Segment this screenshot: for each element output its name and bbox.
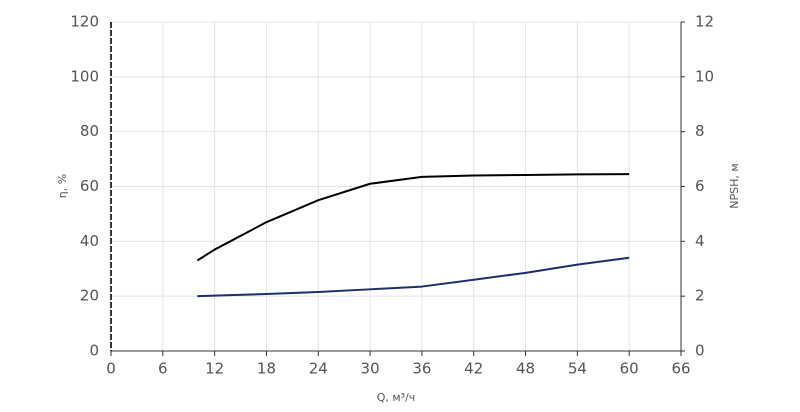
y2-tick-label: 8 (695, 122, 705, 140)
y2-tick-label: 6 (695, 177, 705, 195)
series-line (197, 256, 630, 298)
y2-tick-label: 2 (695, 287, 705, 305)
y-tick-label: 120 (70, 13, 99, 31)
y-tick-label: 40 (80, 232, 99, 250)
y-tick-label: 80 (80, 122, 99, 140)
x-tick-label: 42 (464, 360, 483, 378)
y-axis-title: η, % (56, 174, 69, 198)
x-tick-label: 12 (205, 360, 224, 378)
x-tick-label: 36 (412, 360, 431, 378)
x-tick-label: 66 (671, 360, 690, 378)
x-tick-label: 48 (516, 360, 535, 378)
y2-tick-label: 0 (695, 342, 705, 360)
y2-tick-label: 10 (695, 67, 714, 85)
y2-tick-label: 4 (695, 232, 705, 250)
x-axis-title: Q, м³/ч (377, 391, 416, 404)
y-tick-label: 100 (70, 67, 99, 85)
y-tick-label: 60 (80, 177, 99, 195)
x-tick-label: 30 (361, 360, 380, 378)
x-tick-label: 24 (309, 360, 328, 378)
x-tick-label: 18 (257, 360, 276, 378)
y2-tick-label: 12 (695, 13, 714, 31)
x-tick-label: 0 (106, 360, 116, 378)
x-tick-label: 54 (568, 360, 587, 378)
x-tick-label: 6 (158, 360, 168, 378)
x-tick-label: 60 (620, 360, 639, 378)
series-line (196, 173, 630, 262)
y-tick-label: 20 (80, 287, 99, 305)
y2-axis-title: NPSH, м (728, 163, 741, 208)
y-tick-label: 0 (89, 342, 99, 360)
